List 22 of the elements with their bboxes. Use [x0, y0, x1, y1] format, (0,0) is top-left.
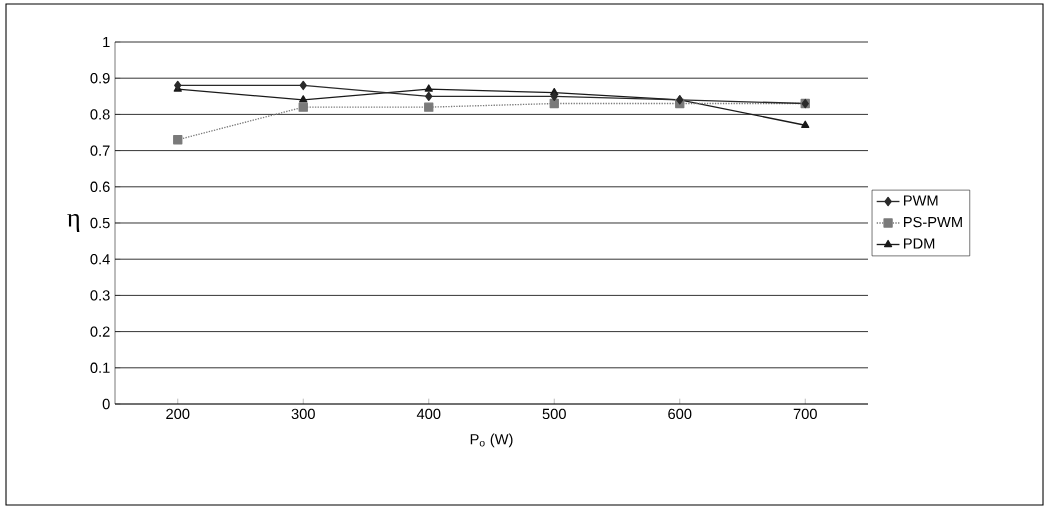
y-tick-label: 0.8	[90, 109, 110, 120]
y-tick-label: 0.2	[90, 326, 110, 337]
y-tick-label: 0	[102, 398, 110, 410]
x-tick-label: 700	[793, 408, 817, 420]
y-tick-label: 0.1	[90, 362, 110, 373]
x-tick-label: 300	[291, 408, 315, 420]
x-tick-label: 400	[416, 408, 441, 420]
x-axis-title: P$_{o}$ (W)	[470, 433, 513, 448]
legend-label: PWM	[904, 195, 938, 206]
y-tick-label: 0.5	[90, 217, 110, 229]
legend-label: PDM	[904, 238, 935, 249]
legend-label: PS-PWM	[904, 216, 962, 228]
y-tick-label: 0.6	[90, 181, 110, 192]
y-tick-label: 0.4	[90, 254, 110, 265]
y-tick-label: 0.7	[90, 145, 110, 156]
x-tick-label: 600	[668, 408, 692, 420]
y-tick-label: 1	[103, 36, 110, 48]
y-tick-label: 0.9	[90, 73, 110, 84]
x-tick-label: 500	[542, 408, 566, 420]
y-axis-title: η	[67, 213, 80, 233]
y-tick-label: 0.3	[90, 290, 110, 301]
x-tick-label: 200	[166, 408, 190, 420]
